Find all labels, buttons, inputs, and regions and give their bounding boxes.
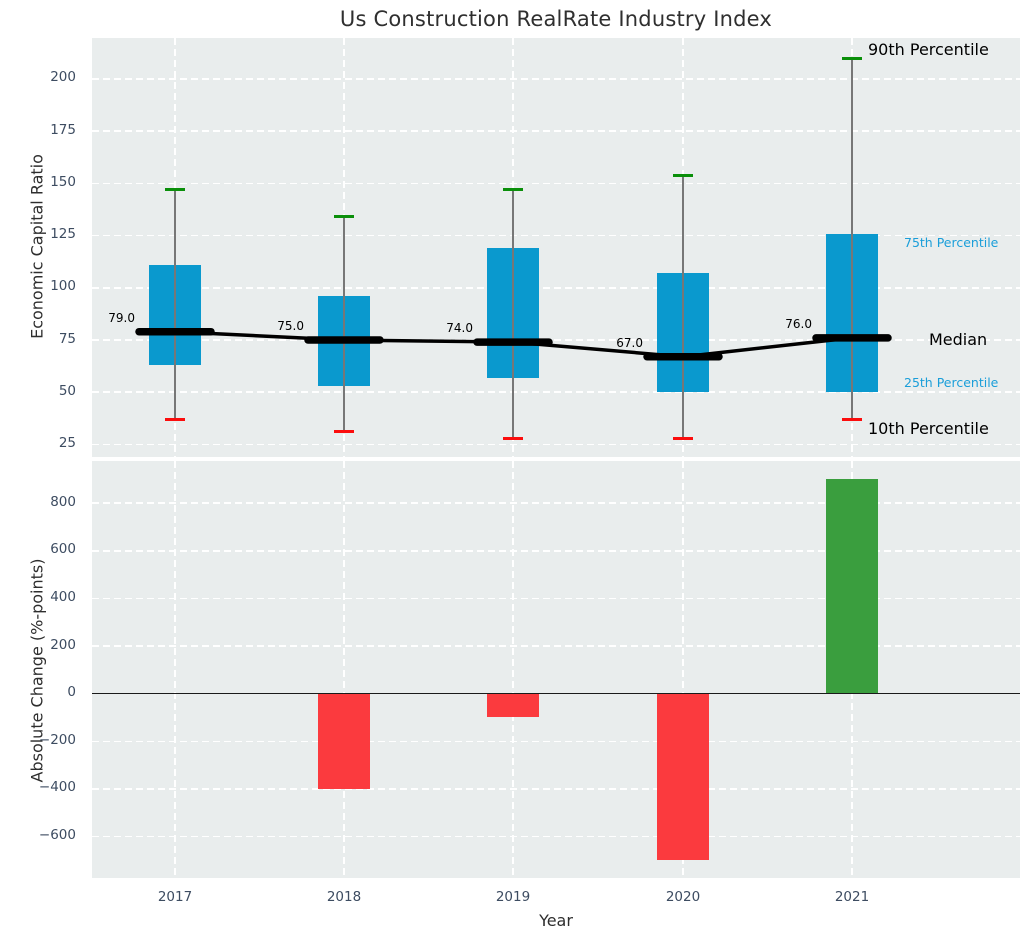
whisker-line <box>174 189 176 420</box>
gridline-horizontal <box>92 339 1020 341</box>
gridline-vertical <box>343 461 345 878</box>
gridline-vertical <box>174 461 176 878</box>
gridline-horizontal <box>92 391 1020 393</box>
gridline-horizontal <box>92 234 1020 237</box>
y-tick-label: 200 <box>50 636 76 653</box>
gridline-horizontal <box>92 502 1020 504</box>
bottom-y-axis-label: Absolute Change (%-points) <box>27 558 47 783</box>
x-tick-label: 2017 <box>157 889 193 905</box>
gridline-horizontal <box>92 645 1020 647</box>
y-tick-label: 800 <box>50 493 76 510</box>
cap-10th-percentile <box>503 436 523 440</box>
x-axis-label: Year <box>539 911 573 930</box>
cap-10th-percentile <box>165 417 185 421</box>
whisker-line <box>512 189 514 439</box>
annotation-25th-percentile: 25th Percentile <box>904 375 999 391</box>
cap-10th-percentile <box>334 430 354 434</box>
whisker-line <box>851 58 853 420</box>
annotation-75th-percentile: 75th Percentile <box>904 234 999 250</box>
gridline-horizontal <box>92 597 1020 600</box>
top-panel <box>92 38 1020 457</box>
zero-line <box>92 692 1020 695</box>
cap-90th-percentile <box>503 188 523 192</box>
change-bar <box>657 693 709 861</box>
cap-10th-percentile <box>673 436 693 440</box>
top-y-axis-label: Economic Capital Ratio <box>27 154 47 339</box>
gridline-horizontal <box>92 78 1020 80</box>
gridline-horizontal <box>92 788 1020 790</box>
y-tick-label: 100 <box>50 278 76 295</box>
gridline-horizontal <box>92 287 1020 289</box>
y-tick-label: −200 <box>38 731 76 748</box>
x-tick-label: 2019 <box>495 889 531 905</box>
cap-90th-percentile <box>334 215 354 219</box>
gridline-horizontal <box>92 182 1020 185</box>
y-tick-label: 50 <box>58 382 76 399</box>
median-value-label: 67.0 <box>616 335 643 350</box>
y-tick-label: 75 <box>58 330 76 347</box>
y-tick-label: 0 <box>67 684 76 701</box>
gridline-horizontal <box>92 740 1020 743</box>
x-tick-label: 2018 <box>326 889 362 905</box>
whisker-line <box>682 175 684 439</box>
cap-90th-percentile <box>673 173 693 177</box>
gridline-horizontal <box>92 835 1020 838</box>
bottom-panel <box>92 461 1020 878</box>
gridline-vertical <box>512 461 514 878</box>
cap-90th-percentile <box>165 188 185 192</box>
y-tick-label: 25 <box>58 434 76 451</box>
gridline-horizontal <box>92 130 1020 132</box>
whisker-line <box>343 216 345 432</box>
gridline-horizontal <box>92 443 1020 446</box>
median-value-label: 76.0 <box>785 316 812 331</box>
annotation-10th-percentile: 10th Percentile <box>868 419 989 439</box>
gridline-horizontal <box>92 550 1020 552</box>
change-bar <box>318 693 370 789</box>
median-value-label: 79.0 <box>108 310 135 325</box>
y-tick-label: 150 <box>50 173 76 190</box>
y-tick-label: 125 <box>50 226 76 243</box>
y-tick-label: −600 <box>38 827 76 844</box>
y-tick-label: −400 <box>38 779 76 796</box>
cap-90th-percentile <box>842 56 862 60</box>
x-tick-label: 2020 <box>665 889 701 905</box>
annotation-90th-percentile: 90th Percentile <box>868 40 989 60</box>
y-tick-label: 400 <box>50 588 76 605</box>
chart-title: Us Construction RealRate Industry Index <box>339 7 773 31</box>
y-tick-label: 600 <box>50 541 76 558</box>
y-tick-label: 175 <box>50 121 76 138</box>
x-tick-label: 2021 <box>834 889 870 905</box>
median-value-label: 74.0 <box>446 321 473 336</box>
annotation-median: Median <box>929 329 988 349</box>
cap-10th-percentile <box>842 417 862 421</box>
change-bar <box>487 693 539 718</box>
gridline-vertical <box>682 461 684 878</box>
change-bar <box>826 479 878 694</box>
y-tick-label: 200 <box>50 69 76 86</box>
median-value-label: 75.0 <box>277 319 304 334</box>
